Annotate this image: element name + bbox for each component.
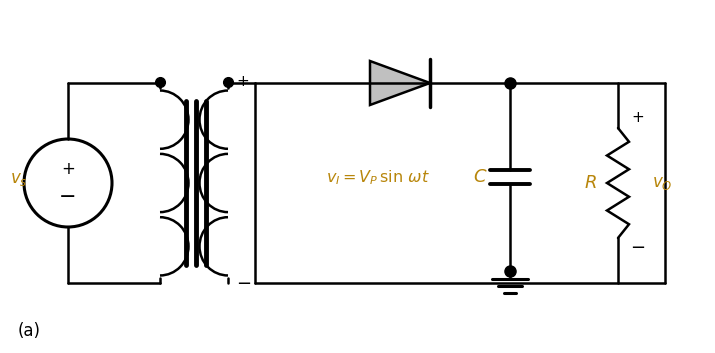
Text: $C$: $C$ bbox=[473, 168, 487, 186]
Text: $R$: $R$ bbox=[583, 174, 596, 192]
Text: +: + bbox=[61, 160, 75, 178]
Text: $v_s$: $v_s$ bbox=[10, 170, 28, 188]
Text: $v_O$: $v_O$ bbox=[652, 174, 673, 192]
Text: −: − bbox=[631, 239, 646, 257]
Text: −: − bbox=[236, 275, 251, 293]
Text: $v_I = V_P\,\sin\,\omega t$: $v_I = V_P\,\sin\,\omega t$ bbox=[326, 169, 430, 187]
Text: +: + bbox=[631, 110, 644, 126]
Text: (a): (a) bbox=[18, 322, 41, 340]
Polygon shape bbox=[370, 61, 430, 105]
Text: −: − bbox=[59, 187, 77, 207]
Text: +: + bbox=[236, 74, 249, 90]
